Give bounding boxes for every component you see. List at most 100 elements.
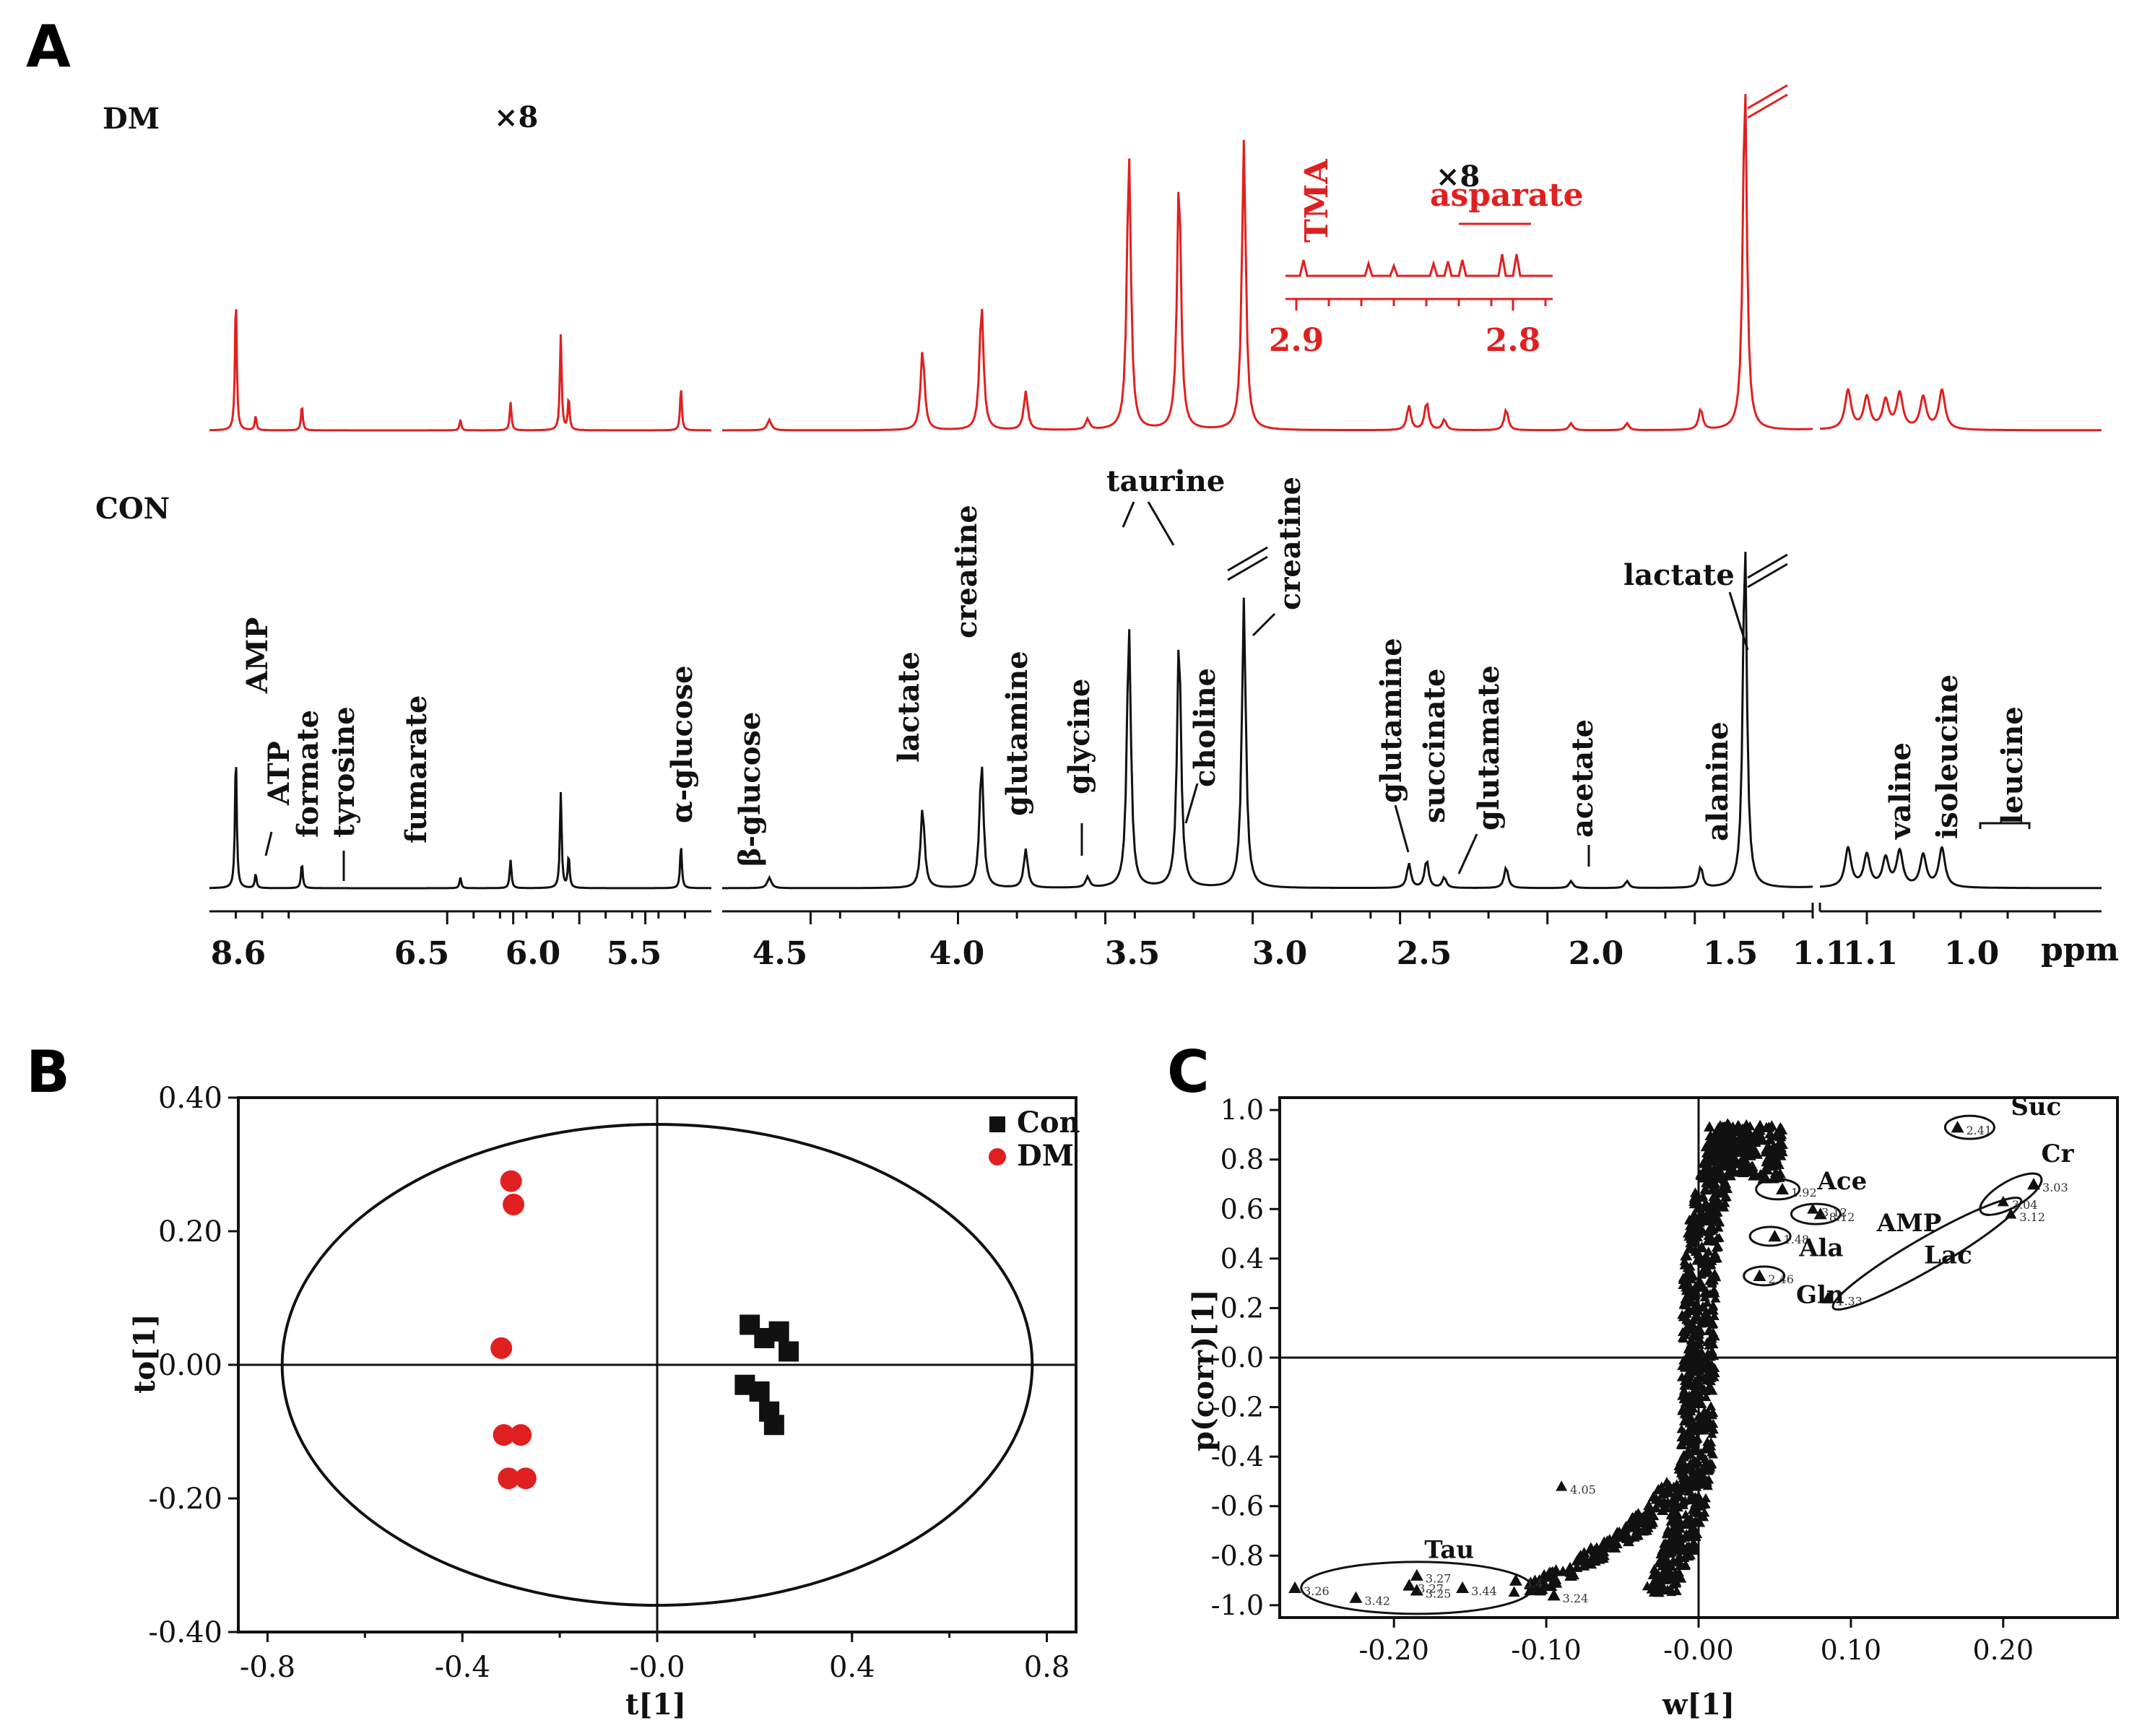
variable-point — [1666, 1561, 1677, 1571]
ppm-axis-label: ppm — [2041, 932, 2119, 968]
x-tick-label: -0.00 — [1663, 1634, 1733, 1666]
point-tag: 3.24 — [1563, 1592, 1589, 1605]
variable-point — [1686, 1489, 1697, 1499]
annotation-amp: AMP — [240, 617, 274, 694]
variable-point — [1686, 1296, 1697, 1306]
ppm-tick-label: 4.5 — [753, 935, 808, 972]
y-tick-label: -1.0 — [1211, 1589, 1264, 1621]
y-tick-label: 0.2 — [1220, 1292, 1264, 1324]
variable-point — [1951, 1121, 1964, 1133]
variable-point — [1766, 1160, 1778, 1171]
variable-point — [1821, 1291, 1835, 1303]
variable-point — [1700, 1444, 1711, 1454]
x-tick-label: -0.10 — [1511, 1634, 1581, 1666]
annotation-glycine: glycine — [1062, 679, 1096, 795]
legend-marker-con — [989, 1116, 1005, 1132]
x-tick-label: -0.20 — [1358, 1634, 1428, 1666]
variable-point — [1676, 1538, 1687, 1548]
variable-point — [1621, 1532, 1634, 1543]
variable-point — [1705, 1231, 1716, 1241]
variable-point — [1668, 1526, 1679, 1535]
variable-point — [1402, 1579, 1416, 1591]
variable-point — [1748, 1166, 1760, 1176]
variable-point — [1677, 1405, 1688, 1415]
con-spectrum-line — [209, 552, 2102, 890]
score-plot-points — [490, 1170, 799, 1490]
variable-point — [1707, 1225, 1717, 1235]
variable-point — [1698, 1283, 1709, 1292]
ppm-tick-label: 5.5 — [607, 935, 662, 972]
variable-point — [1610, 1528, 1622, 1540]
inset-spectrum — [1285, 253, 1553, 277]
variable-point — [1753, 1269, 1766, 1282]
variable-point — [1735, 1163, 1747, 1175]
variable-point — [1773, 1129, 1785, 1141]
variable-point — [1769, 1166, 1782, 1178]
variable-point — [1679, 1260, 1690, 1270]
variable-point — [1776, 1182, 1789, 1195]
point-tag: 2.46 — [1768, 1272, 1794, 1286]
variable-point — [1704, 1146, 1717, 1158]
annotation-choline: choline — [1188, 668, 1222, 787]
variable-point — [1749, 1136, 1761, 1147]
variable-point — [1508, 1586, 1520, 1597]
variable-point — [1691, 1366, 1702, 1376]
variable-point — [1807, 1203, 1819, 1214]
variable-point — [1703, 1246, 1714, 1256]
variable-point — [1774, 1141, 1787, 1153]
variable-point — [1680, 1311, 1691, 1321]
variable-point — [1702, 1267, 1713, 1277]
group-ellipse-cr — [1979, 1172, 2043, 1216]
variable-point — [1531, 1579, 1543, 1589]
variable-point — [1689, 1194, 1700, 1204]
variable-point — [1716, 1201, 1727, 1210]
variable-point — [1683, 1244, 1694, 1254]
variable-point — [1706, 1401, 1717, 1410]
variable-point — [1709, 1350, 1720, 1360]
variable-point — [1349, 1591, 1363, 1603]
variable-point — [1689, 1542, 1700, 1552]
point-tag: 3.44 — [1471, 1584, 1497, 1598]
metabolite-annotations: AMP ATP formate tyrosine fumarate α-gluc… — [240, 464, 2029, 867]
variable-point — [1678, 1498, 1688, 1507]
variable-point — [1702, 1384, 1713, 1394]
variable-point — [1635, 1512, 1647, 1523]
ppm-tick-label: 2.5 — [1397, 935, 1452, 972]
variable-point — [1564, 1570, 1577, 1581]
variable-point — [1689, 1436, 1700, 1446]
dm-point — [500, 1170, 522, 1192]
ppm-tick-label: 1.5 — [1703, 935, 1759, 972]
point-tag: 3.42 — [1364, 1594, 1390, 1608]
variable-point — [1753, 1127, 1765, 1138]
variable-point — [1688, 1425, 1699, 1436]
variable-point — [1684, 1495, 1695, 1505]
variable-point — [1768, 1230, 1782, 1242]
variable-point — [1724, 1170, 1736, 1181]
ppm-ticks — [235, 911, 2056, 924]
variable-point — [1692, 1311, 1703, 1321]
variable-point — [1696, 1208, 1707, 1218]
y-tick-label: -0.4 — [1211, 1441, 1264, 1472]
variable-point — [1660, 1584, 1670, 1594]
variable-point — [1714, 1233, 1725, 1242]
dm-spectrum-line — [209, 94, 2102, 432]
inset-label-asparate: asparate — [1430, 177, 1584, 214]
variable-point — [1764, 1127, 1777, 1139]
variable-point — [1688, 1209, 1699, 1218]
variable-point — [1693, 1249, 1704, 1259]
legend-marker-dm — [989, 1148, 1006, 1166]
variable-point — [1691, 1286, 1701, 1296]
annotation-lactate: lactate — [892, 651, 926, 763]
y-tick-label: 0.8 — [1220, 1144, 1264, 1176]
variable-point — [1743, 1161, 1755, 1172]
variable-point — [1690, 1188, 1701, 1197]
variable-point — [1714, 1159, 1727, 1170]
variable-point — [1546, 1566, 1558, 1577]
annotation-creatine-2: creatine — [1273, 477, 1307, 610]
annotation-leucine: leucine — [1995, 706, 2029, 825]
panel-label-a: A — [26, 13, 71, 80]
variable-point — [1659, 1497, 1671, 1508]
variable-point — [1571, 1555, 1583, 1566]
variable-point — [1713, 1222, 1724, 1232]
x-tick-label: 0.10 — [1821, 1634, 1882, 1666]
